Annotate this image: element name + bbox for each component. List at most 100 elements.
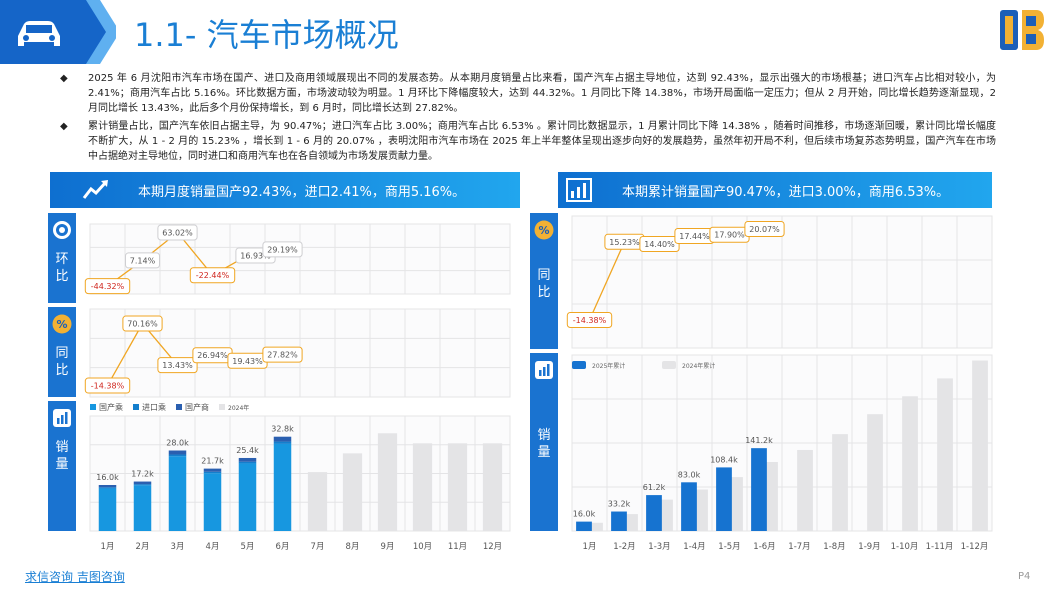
- bar-chart-icon: [51, 407, 73, 429]
- monthly-mom-data-label: 16.93%: [240, 252, 271, 261]
- cumulative-yoy-data-label: 15.23%: [609, 238, 640, 247]
- bar-chart-icon: [533, 359, 555, 381]
- diamond-bullet-icon: ◆: [60, 73, 68, 84]
- svg-text:%: %: [538, 224, 549, 237]
- monthly-yoy-label-box: [192, 347, 233, 364]
- monthly-mom-line: [107, 231, 283, 287]
- monthly-yoy-data-label: 26.94%: [197, 351, 228, 360]
- monthly-yoy-data-label: 19.43%: [232, 357, 263, 366]
- monthly-mom-data-label: -44.32%: [91, 282, 125, 291]
- monthly-sales-bar-国产商: [98, 485, 117, 488]
- cumulative-sales-bar-2025年累计: [751, 448, 767, 531]
- cumulative-yoy-label-box: [709, 226, 750, 243]
- cumulative-sales-bar-prior: [762, 462, 778, 531]
- monthly-yoy-label-box: [122, 315, 163, 332]
- cumulative-sales-tick-label: 1-10月: [891, 542, 919, 552]
- monthly-sales-tick-label: 10月: [413, 542, 432, 552]
- cumulative-sales-bar-2025年累计: [646, 495, 662, 531]
- monthly-sales-bar-国产乘: [273, 443, 292, 531]
- monthly-sales-bar-国产商: [203, 468, 222, 472]
- right-banner-text: 本期累计销量国产90.47%，进口3.00%，商用6.53%。: [622, 184, 950, 200]
- monthly-sales-bar-进口乘: [273, 441, 292, 444]
- cumulative-sales-bar-prior: [902, 396, 918, 531]
- cumulative-sales-tick-label: 1-12月: [961, 542, 989, 552]
- cumulative-sales-tick-label: 1-4月: [683, 542, 705, 552]
- cumulative-sales-bar-prior: [692, 489, 708, 531]
- monthly-sales-bar-国产乘: [98, 488, 117, 531]
- target-icon: [51, 219, 73, 241]
- monthly-sales-bar-进口乘: [203, 471, 222, 474]
- cumulative-yoy-frame: [571, 215, 993, 349]
- cumulative-sales-tick-label: 1-7月: [788, 542, 810, 552]
- monthly-sales-total-label: 28.0k: [166, 439, 189, 448]
- cumulative-yoy-data-label: -14.38%: [573, 316, 607, 325]
- monthly-sales-bar-进口乘: [133, 484, 152, 486]
- cumulative-sales-tick-label: 1-8月: [823, 542, 845, 552]
- legend-entry: 国产乘: [99, 402, 123, 412]
- cumulative-sales-bar-prior: [622, 514, 638, 531]
- monthly-sales-bar-国产乘: [168, 456, 187, 531]
- trend-up-icon: [82, 180, 108, 199]
- legend-swatch: [90, 404, 96, 410]
- monthly-sales-bar-国产商: [273, 436, 292, 442]
- monthly-mom-data-label: 63.02%: [162, 228, 193, 237]
- monthly-sales-tick-label: 11月: [448, 542, 467, 552]
- monthly-sales-tick-label: 5月: [241, 542, 255, 552]
- monthly-sales-tick-label: 2月: [136, 542, 150, 552]
- monthly-sales-bar-prior: [447, 443, 468, 531]
- cumulative-sales-total-label: 16.0k: [573, 510, 596, 519]
- cumulative-sales-tick-label: 1-9月: [858, 542, 880, 552]
- monthly-yoy-label-box: [227, 352, 268, 369]
- monthly-sales-bar-进口乘: [168, 454, 187, 457]
- right-banner: 本期累计销量国产90.47%，进口3.00%，商用6.53%。: [558, 172, 992, 208]
- cumulative-yoy-label-box: [604, 233, 645, 250]
- cumulative-sales-tick-label: 1-5月: [718, 542, 740, 552]
- monthly-mom-label-box: [125, 252, 160, 269]
- monthly-sales-tick-label: 1月: [101, 542, 115, 552]
- legend-swatch: [572, 361, 586, 369]
- monthly-sales-bar-国产乘: [203, 473, 222, 531]
- monthly-mom-label-box: [262, 241, 303, 258]
- monthly-sales-bar-prior: [412, 443, 433, 531]
- footer-links[interactable]: 求信咨询 吉图咨询: [25, 570, 125, 584]
- brand-logo-icon: [1000, 10, 1044, 50]
- side-label-cum-sales-text: 销量: [537, 428, 551, 460]
- bar-chart-icon: [566, 178, 592, 202]
- monthly-sales-tick-label: 4月: [206, 542, 220, 552]
- monthly-sales-bar-prior: [342, 453, 363, 531]
- cumulative-sales-bar-prior: [832, 434, 848, 531]
- monthly-sales-tick-label: 8月: [346, 542, 360, 552]
- monthly-yoy-label-box: [84, 377, 131, 394]
- cumulative-yoy-data-label: 20.07%: [749, 225, 780, 234]
- monthly-mom-label-box: [235, 247, 276, 264]
- side-label-yoy: % 同比: [48, 307, 76, 397]
- cumulative-sales-tick-label: 1月: [583, 542, 597, 552]
- cumulative-yoy-label-box: [639, 235, 680, 252]
- monthly-sales-tick-label: 6月: [276, 542, 290, 552]
- legend-entry: 进口乘: [142, 402, 166, 412]
- cumulative-sales-bar-2025年累计: [576, 521, 592, 531]
- cumulative-sales-total-label: 108.4k: [710, 455, 738, 464]
- summary-paragraph-2-text: 累计销量占比，国产汽车依旧占据主导，为 90.47%；进口汽车占比 3.00%；…: [88, 121, 996, 162]
- monthly-sales-total-label: 25.4k: [236, 446, 259, 455]
- monthly-yoy-frame: [89, 308, 511, 398]
- monthly-sales-bar-国产商: [133, 481, 152, 485]
- monthly-sales-bar-prior: [377, 433, 398, 531]
- monthly-sales-total-label: 21.7k: [201, 457, 224, 466]
- legend-swatch: [176, 404, 182, 410]
- monthly-sales-bar-进口乘: [238, 461, 257, 464]
- page-number: P4: [1018, 571, 1031, 582]
- cumulative-sales-bar-prior: [657, 499, 673, 531]
- monthly-sales-bar-国产乘: [133, 485, 152, 531]
- monthly-mom-data-label: 7.14%: [130, 256, 156, 265]
- legend-entry: 2024年: [228, 404, 249, 412]
- cumulative-sales-tick-label: 1-2月: [613, 542, 635, 552]
- left-banner-text: 本期月度销量国产92.43%，进口2.41%，商用5.16%。: [138, 184, 466, 200]
- summary-paragraph-1: ◆ 2025 年 6 月沈阳市汽车市场在国产、进口及商用领域展现出不同的发展态势…: [60, 72, 996, 116]
- side-label-yoy-text: 同比: [55, 346, 69, 378]
- side-label-sales: 销量: [48, 401, 76, 531]
- cumulative-yoy-data-label: 14.40%: [644, 240, 675, 249]
- car-icon: [18, 21, 60, 46]
- monthly-mom-label-box: [189, 267, 236, 284]
- cumulative-sales-bar-prior: [937, 378, 953, 531]
